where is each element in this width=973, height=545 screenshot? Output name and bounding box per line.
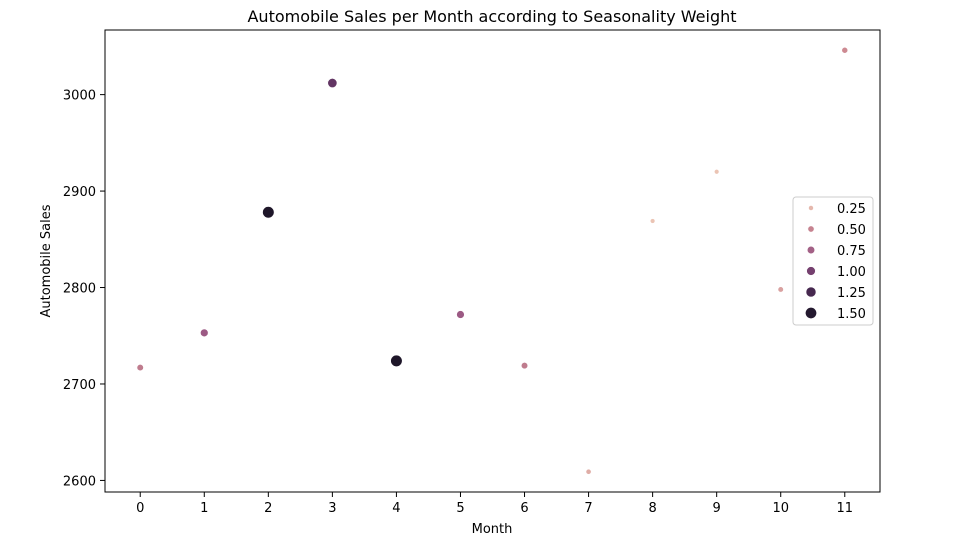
y-axis-label: Automobile Sales bbox=[39, 204, 54, 317]
y-tick-label: 2700 bbox=[63, 378, 96, 393]
scatter-point bbox=[777, 286, 784, 293]
y-axis: 2600 2700 2800 2900 3000 bbox=[63, 89, 105, 489]
x-axis-label: Month bbox=[472, 522, 513, 537]
scatter-point bbox=[262, 206, 275, 219]
legend-label: 1.00 bbox=[837, 265, 866, 280]
legend-label: 0.75 bbox=[837, 244, 866, 259]
scatter-point bbox=[200, 328, 209, 338]
legend: 0.25 0.50 0.75 1.00 1.25 1.50 bbox=[792, 196, 874, 326]
scatter-point bbox=[841, 46, 849, 54]
x-tick-label: 2 bbox=[264, 501, 272, 516]
x-tick-label: 0 bbox=[136, 501, 144, 516]
x-tick-label: 4 bbox=[392, 501, 400, 516]
x-tick-label: 3 bbox=[328, 501, 336, 516]
scatter-point bbox=[456, 310, 465, 319]
y-tick-label: 2900 bbox=[63, 185, 96, 200]
scatter-point bbox=[585, 468, 592, 475]
legend-marker bbox=[806, 266, 816, 276]
scatter-point bbox=[327, 78, 338, 89]
x-tick-label: 9 bbox=[713, 501, 721, 516]
legend-marker bbox=[806, 245, 816, 255]
legend-marker bbox=[807, 225, 815, 233]
x-tick-label: 5 bbox=[456, 501, 464, 516]
plot-area bbox=[104, 29, 881, 493]
y-tick-label: 2600 bbox=[63, 474, 96, 489]
x-tick-label: 7 bbox=[584, 501, 592, 516]
x-tick-label: 11 bbox=[836, 501, 853, 516]
legend-marker bbox=[805, 307, 817, 319]
x-tick-label: 10 bbox=[772, 501, 789, 516]
legend-marker bbox=[805, 286, 817, 298]
legend-label: 1.25 bbox=[837, 286, 866, 301]
y-tick-label: 3000 bbox=[63, 89, 96, 104]
scatter-point bbox=[713, 169, 720, 175]
x-axis: 0 1 2 3 4 5 6 7 8 9 10 11 bbox=[136, 492, 853, 516]
scatter-point bbox=[136, 363, 144, 372]
scatter-point bbox=[390, 354, 403, 367]
x-tick-label: 1 bbox=[200, 501, 208, 516]
scatter-point bbox=[520, 362, 529, 370]
x-tick-label: 8 bbox=[648, 501, 656, 516]
legend-label: 1.50 bbox=[837, 307, 866, 322]
scatter-point bbox=[649, 218, 656, 224]
scatter-points bbox=[136, 46, 849, 475]
legend-label: 0.50 bbox=[837, 223, 866, 238]
x-tick-label: 6 bbox=[520, 501, 528, 516]
chart-title: Automobile Sales per Month according to … bbox=[247, 7, 736, 26]
y-tick-label: 2800 bbox=[63, 282, 96, 297]
legend-marker bbox=[808, 205, 814, 211]
legend-label: 0.25 bbox=[837, 202, 866, 217]
